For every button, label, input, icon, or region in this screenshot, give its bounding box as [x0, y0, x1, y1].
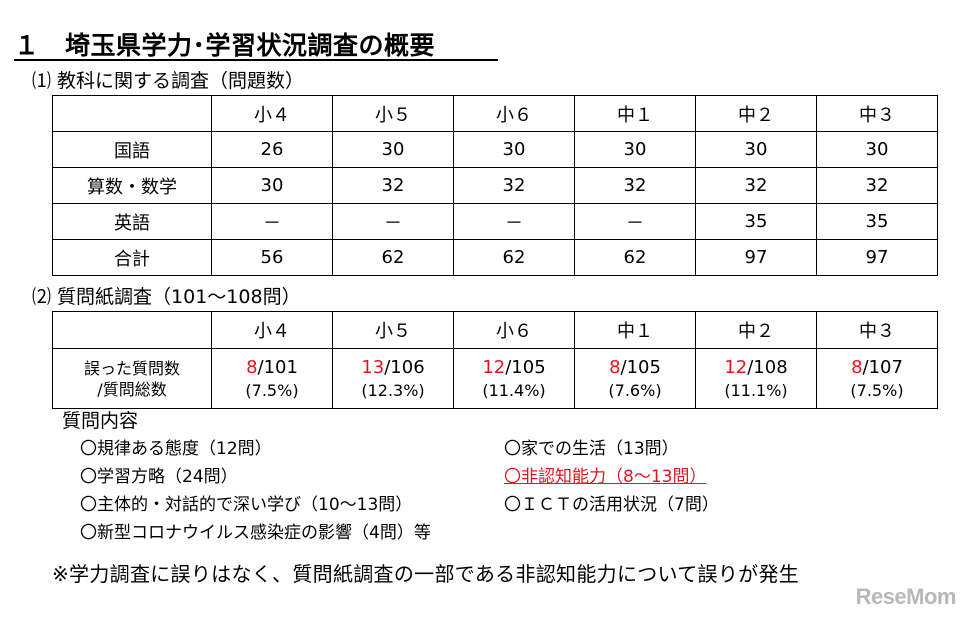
table-cell: 62	[574, 239, 696, 276]
table-cell: 8/105 (7.6%)	[574, 348, 696, 409]
row-label: 誤った質問数 /質問総数	[52, 348, 212, 409]
title-underline	[14, 59, 498, 61]
table-cell: －	[574, 203, 696, 240]
table-cell: 32	[453, 167, 575, 204]
table-cell: 13/106 (12.3%)	[332, 348, 454, 409]
subject-question-count-table: 小４ 小５ 小６ 中１ 中２ 中３ 国語 26 30 30 30 30 30 算…	[52, 95, 938, 276]
row-label: 英語	[52, 203, 212, 240]
table-row: 国語 26 30 30 30 30 30	[52, 131, 938, 168]
table-row: 英語 － － － － 35 35	[52, 203, 938, 240]
table-cell: 32	[574, 167, 696, 204]
page-title: １ 埼玉県学力･学習状況調査の概要	[14, 31, 436, 60]
table-cell: 32	[816, 167, 938, 204]
table-cell: 30	[332, 131, 454, 168]
table-row: 算数・数学 30 32 32 32 32 32	[52, 167, 938, 204]
column-header: 中２	[695, 95, 817, 132]
wrong-count: 12	[724, 357, 748, 378]
total-count: /101	[257, 357, 298, 378]
table-cell: －	[332, 203, 454, 240]
table-row: 合計 56 62 62 62 97 97	[52, 239, 938, 276]
column-header: 小５	[332, 95, 454, 132]
table-cell: 12/108 (11.1%)	[695, 348, 817, 409]
row-label: 算数・数学	[52, 167, 212, 204]
contents-heading: 質問内容	[62, 410, 139, 432]
column-header: 小５	[332, 311, 454, 349]
row-label: 合計	[52, 239, 212, 276]
column-header: 中３	[816, 95, 938, 132]
table-corner-cell	[52, 311, 212, 349]
table-cell: 35	[816, 203, 938, 240]
wrong-count: 13	[361, 357, 385, 378]
table-cell: 30	[695, 131, 817, 168]
error-percent: (7.6%)	[608, 381, 662, 400]
column-header: 中２	[695, 311, 817, 349]
table-cell: 62	[453, 239, 575, 276]
total-count: /105	[620, 357, 661, 378]
wrong-count: 8	[609, 357, 621, 378]
table-cell: 35	[695, 203, 817, 240]
table-cell: 97	[816, 239, 938, 276]
table-cell: 62	[332, 239, 454, 276]
table-row: 誤った質問数 /質問総数 8/101 (7.5%) 13/106 (12.3%)…	[52, 348, 938, 409]
wrong-count: 8	[851, 357, 863, 378]
column-header: 中１	[574, 95, 696, 132]
error-percent: (11.4%)	[482, 381, 546, 400]
wrong-count: 8	[246, 357, 258, 378]
error-percent: (12.3%)	[361, 381, 425, 400]
resemom-logo: ReseMom	[855, 584, 957, 609]
table-cell: 97	[695, 239, 817, 276]
row-label: 国語	[52, 131, 212, 168]
total-count: /106	[384, 357, 425, 378]
total-count: /108	[747, 357, 788, 378]
row-label-line1: 誤った質問数	[83, 358, 180, 378]
column-header: 小４	[211, 311, 333, 349]
table-cell: 30	[453, 131, 575, 168]
table-corner-cell	[52, 95, 212, 132]
total-count: /107	[862, 357, 903, 378]
table-cell: 32	[332, 167, 454, 204]
list-item-highlighted: 〇非認知能力（8～13問）	[504, 467, 707, 487]
column-header: 中１	[574, 311, 696, 349]
list-item: 〇新型コロナウイルス感染症の影響（4問）等	[80, 523, 431, 543]
table-cell: 56	[211, 239, 333, 276]
list-item: 〇主体的・対話的で深い学び（10～13問）	[80, 495, 413, 515]
table-cell: 30	[816, 131, 938, 168]
column-header: 小６	[453, 95, 575, 132]
column-header: 小４	[211, 95, 333, 132]
table-cell: 12/105 (11.4%)	[453, 348, 575, 409]
column-header: 中３	[816, 311, 938, 349]
list-item: 〇規律ある態度（12問）	[80, 439, 272, 459]
table-cell: －	[211, 203, 333, 240]
footnote: ※学力調査に誤りはなく、質問紙調査の一部である非認知能力について誤りが発生	[52, 562, 800, 586]
row-label-line2: /質問総数	[97, 379, 167, 399]
total-count: /105	[505, 357, 546, 378]
questionnaire-error-table: 小４ 小５ 小６ 中１ 中２ 中３ 誤った質問数 /質問総数 8/101 (7.…	[52, 311, 938, 409]
wrong-count: 12	[482, 357, 506, 378]
list-item: 〇家での生活（13問）	[504, 439, 679, 459]
table-cell: 8/101 (7.5%)	[211, 348, 333, 409]
section2-heading: ⑵ 質問紙調査（101～108問）	[32, 286, 301, 308]
table-cell: 30	[211, 167, 333, 204]
table-cell: －	[453, 203, 575, 240]
error-percent: (7.5%)	[245, 381, 299, 400]
table-cell: 32	[695, 167, 817, 204]
error-percent: (7.5%)	[850, 381, 904, 400]
list-item: 〇ＩＣＴの活用状況（7問）	[504, 495, 719, 515]
error-percent: (11.1%)	[724, 381, 788, 400]
column-header: 小６	[453, 311, 575, 349]
table-cell: 8/107 (7.5%)	[816, 348, 938, 409]
list-item: 〇学習方略（24問）	[80, 467, 238, 487]
section1-heading: ⑴ 教科に関する調査（問題数）	[32, 70, 305, 92]
table-cell: 30	[574, 131, 696, 168]
table-cell: 26	[211, 131, 333, 168]
